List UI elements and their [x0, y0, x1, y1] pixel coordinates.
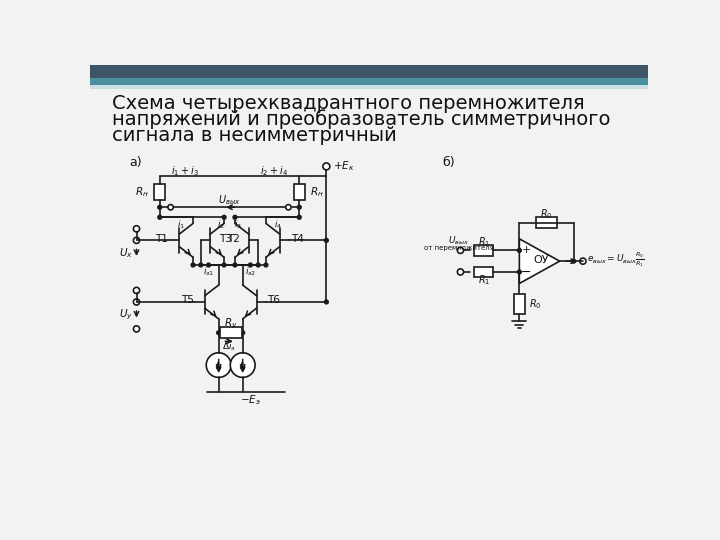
Bar — [474, 267, 493, 278]
Polygon shape — [519, 239, 559, 284]
Text: T1: T1 — [156, 234, 168, 244]
Circle shape — [158, 215, 162, 219]
Circle shape — [240, 331, 245, 335]
Circle shape — [222, 263, 226, 267]
Circle shape — [256, 263, 260, 267]
Text: $U_{вых}$: $U_{вых}$ — [218, 193, 240, 207]
Text: $i_2+i_4$: $i_2+i_4$ — [260, 164, 287, 178]
Circle shape — [222, 215, 226, 219]
Circle shape — [325, 239, 328, 242]
Text: $R_н$: $R_н$ — [310, 185, 324, 199]
Text: T2: T2 — [228, 234, 240, 244]
Circle shape — [457, 269, 464, 275]
Text: $i_{э1}$: $i_{э1}$ — [203, 266, 215, 278]
Text: от перемножителя: от перемножителя — [424, 245, 494, 251]
Text: $\Delta i_э$: $\Delta i_э$ — [222, 340, 235, 353]
Circle shape — [323, 163, 330, 170]
Circle shape — [158, 205, 162, 209]
Text: напряжений и преобразователь симметричного: напряжений и преобразователь симметрично… — [112, 110, 611, 129]
Circle shape — [191, 263, 195, 267]
Bar — [294, 184, 305, 200]
Text: $+E_\kappa$: $+E_\kappa$ — [333, 159, 354, 173]
Text: $R_0$: $R_0$ — [540, 207, 553, 221]
Text: $R_1$: $R_1$ — [477, 235, 490, 249]
Circle shape — [233, 215, 237, 219]
Circle shape — [133, 326, 140, 332]
Text: $R_0$: $R_0$ — [528, 298, 541, 311]
Text: $U_y$: $U_y$ — [119, 308, 132, 322]
Circle shape — [297, 205, 301, 209]
Text: ОУ: ОУ — [534, 255, 549, 265]
Text: T3: T3 — [219, 234, 232, 244]
Text: −: − — [521, 266, 531, 279]
Circle shape — [580, 258, 586, 264]
Circle shape — [207, 263, 210, 267]
Circle shape — [133, 226, 140, 232]
Circle shape — [572, 259, 575, 263]
Circle shape — [133, 237, 140, 244]
Text: $i_3$: $i_3$ — [234, 219, 242, 231]
Text: $R_1$: $R_1$ — [477, 273, 490, 287]
Text: +: + — [521, 245, 531, 255]
Text: T6: T6 — [267, 295, 280, 306]
Circle shape — [248, 263, 253, 267]
Text: $-E_э$: $-E_э$ — [240, 394, 261, 407]
Bar — [154, 184, 165, 200]
Text: $i_1$: $i_1$ — [176, 219, 184, 231]
Bar — [90, 85, 648, 89]
Text: $i_1+i_3$: $i_1+i_3$ — [171, 164, 199, 178]
Circle shape — [168, 205, 174, 210]
Text: $i_{э2}$: $i_{э2}$ — [245, 266, 256, 278]
Text: $i_4$: $i_4$ — [274, 219, 282, 231]
Circle shape — [264, 263, 268, 267]
Circle shape — [206, 353, 231, 377]
Circle shape — [199, 263, 203, 267]
Bar — [474, 245, 493, 256]
Text: $R_y$: $R_y$ — [224, 316, 238, 330]
Circle shape — [233, 263, 237, 267]
Text: б): б) — [443, 156, 455, 169]
Circle shape — [133, 299, 140, 305]
Bar — [220, 327, 241, 338]
Text: $I_э$: $I_э$ — [239, 360, 246, 373]
Text: $R_н$: $R_н$ — [135, 185, 149, 199]
Circle shape — [518, 248, 521, 252]
Text: $e_{вых}=U_{вых}\frac{R_0}{R_1}$: $e_{вых}=U_{вых}\frac{R_0}{R_1}$ — [587, 250, 644, 269]
Circle shape — [133, 287, 140, 294]
Circle shape — [297, 215, 301, 219]
Circle shape — [286, 205, 291, 210]
Text: $U_{вых}$: $U_{вых}$ — [449, 234, 469, 247]
Circle shape — [325, 300, 328, 304]
Bar — [90, 78, 648, 85]
Circle shape — [518, 270, 521, 274]
Text: $i_2$: $i_2$ — [217, 219, 225, 231]
Text: T5: T5 — [181, 295, 194, 306]
Bar — [536, 217, 557, 228]
Text: $U_x$: $U_x$ — [119, 247, 132, 260]
Bar — [90, 65, 648, 78]
Text: T4: T4 — [291, 234, 304, 244]
Text: сигнала в несимметричный: сигнала в несимметричный — [112, 126, 397, 145]
Circle shape — [217, 331, 220, 335]
Bar — [514, 294, 525, 314]
Circle shape — [457, 247, 464, 253]
Circle shape — [230, 353, 255, 377]
Text: $I_э$: $I_э$ — [215, 360, 222, 373]
Text: а): а) — [129, 156, 141, 169]
Text: Схема четырехквадрантного перемножителя: Схема четырехквадрантного перемножителя — [112, 94, 585, 113]
